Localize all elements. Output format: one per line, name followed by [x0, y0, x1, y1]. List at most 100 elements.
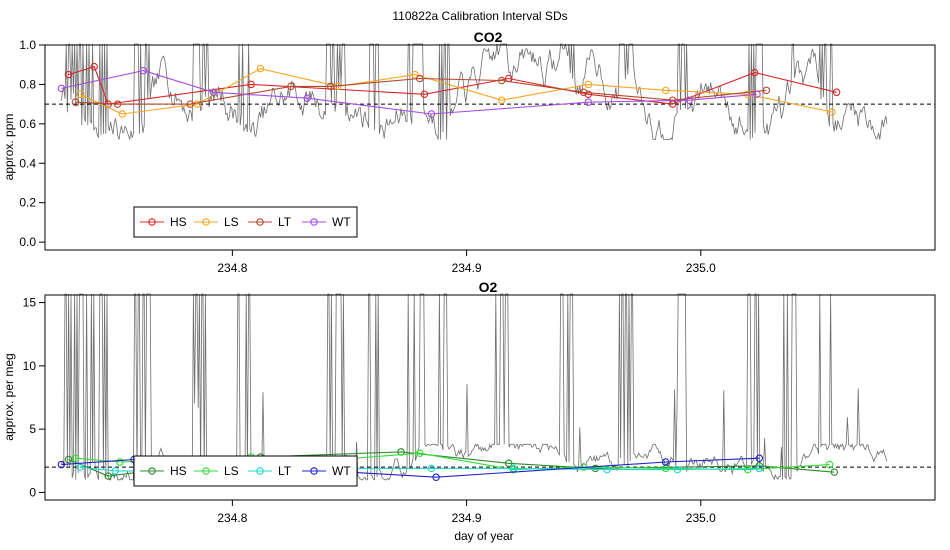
- o2-series-hs-point: [64, 455, 73, 464]
- o2-series-wt-line: [61, 457, 760, 478]
- co2-legend-ls-marker: [202, 218, 210, 226]
- o2-y-axis-label: approx. per meg: [2, 353, 16, 440]
- co2-series-ls-point: [411, 70, 419, 79]
- co2-trace-line: [61, 43, 888, 141]
- o2-plot-frame: [44, 294, 936, 501]
- co2-series-wt-point: [139, 66, 148, 75]
- o2-series-lt-point: [111, 467, 120, 475]
- o2-series-hs-point: [591, 464, 600, 473]
- co2-series-lt-line: [75, 77, 767, 105]
- co2-series-wt-point: [57, 84, 66, 93]
- co2-legend-lt-marker: [256, 218, 264, 226]
- co2-series-lt-point: [287, 82, 295, 91]
- o2-ytick-label: 10: [23, 359, 37, 373]
- co2-series-ls-point: [193, 100, 201, 108]
- co2-series-lt-point: [113, 100, 122, 108]
- o2-legend: HS LS LT WT: [133, 455, 358, 487]
- o2-ytick-label: 5: [29, 422, 36, 436]
- co2-series-ls-point: [828, 108, 836, 116]
- co2-axis-ticks: 0.0 0.2 0.4 0.6 0.8 1.0 234.8 234.9 235.0: [19, 38, 716, 275]
- co2-series-lt-point: [71, 98, 80, 106]
- co2-xtick-label: 234.8: [217, 261, 247, 275]
- co2-series-wt-point: [584, 98, 593, 106]
- o2-xtick-label: 234.8: [217, 511, 247, 525]
- co2-legend-lt-label: LT: [278, 215, 292, 229]
- o2-legend-lt-label: LT: [278, 464, 292, 478]
- o2-series-hs-point: [830, 468, 839, 476]
- o2-legend-wt-label: WT: [332, 464, 351, 478]
- o2-xtick-label: 235.0: [686, 511, 716, 525]
- co2-series-lt-point: [579, 88, 588, 97]
- o2-series-ls-point: [743, 465, 752, 474]
- co2-series-hs-point: [64, 70, 73, 79]
- co2-series-lt-point: [326, 82, 335, 91]
- figure-title: 110822a Calibration Interval SDs: [392, 9, 567, 23]
- co2-series-ls-point: [256, 64, 265, 73]
- co2-series-ls-line: [79, 68, 833, 115]
- co2-legend-wt-marker: [310, 218, 318, 226]
- o2-xtick-label: 234.9: [452, 511, 482, 525]
- o2-series-wt-point: [755, 454, 764, 462]
- o2-series-ls-point: [825, 460, 834, 469]
- o2-axis-ticks: 0 5 10 15 234.8 234.9 235.0: [23, 296, 716, 525]
- o2-ytick-label: 0: [29, 485, 36, 499]
- o2-series-wt-point: [432, 473, 440, 481]
- co2-series-lt-point: [186, 100, 194, 108]
- co2-series-lt-point: [415, 74, 424, 83]
- o2-series-lt-point: [76, 463, 84, 471]
- co2-series-hs-point: [750, 68, 759, 77]
- co2-series-lt-point: [497, 76, 506, 85]
- co2-legend-wt-label: WT: [332, 215, 351, 229]
- o2-series-hs-point: [504, 459, 513, 468]
- o2-raw-trace: [61, 293, 888, 482]
- co2-legend-hs-marker: [148, 218, 156, 226]
- o2-trace-line: [61, 293, 888, 482]
- co2-legend-hs-label: HS: [170, 215, 187, 229]
- o2-legend-ls-label: LS: [224, 464, 239, 478]
- o2-series-ls-point: [71, 454, 80, 462]
- o2-legend-hs-label: HS: [170, 464, 187, 478]
- o2-panel: O2 approx. per meg day of year 0 5 10 15 234…: [2, 279, 936, 543]
- co2-y-axis-label: approx. ppm: [2, 114, 16, 181]
- co2-ytick-label: 0.4: [19, 156, 36, 170]
- co2-series-wt-point: [209, 88, 218, 97]
- co2-series-lt-point: [762, 86, 771, 95]
- o2-series-lt-point: [673, 465, 682, 474]
- co2-ytick-label: 0.0: [19, 235, 36, 249]
- co2-series-wt-point: [303, 94, 312, 102]
- co2-ytick-label: 1.0: [19, 38, 36, 52]
- co2-series-hs-point: [832, 88, 841, 97]
- co2-series-layer: [57, 62, 841, 118]
- co2-series-ls-point: [661, 86, 670, 95]
- co2-series-ls-point: [497, 96, 506, 104]
- o2-legend-ls-marker: [202, 467, 210, 475]
- o2-title: O2: [479, 279, 498, 295]
- co2-series-hs-point: [420, 90, 429, 99]
- co2-plot-frame: [44, 44, 936, 251]
- co2-series-wt-point: [685, 96, 693, 104]
- co2-series-hs-line: [68, 66, 837, 105]
- o2-series-lt-point: [427, 464, 436, 473]
- co2-legend-ls-label: LS: [224, 215, 239, 229]
- co2-series-ls-point: [584, 80, 593, 89]
- co2-series-ls-point: [76, 90, 84, 99]
- co2-series-ls-point: [118, 110, 127, 118]
- co2-series-ls-point: [743, 90, 752, 99]
- co2-xtick-label: 235.0: [686, 261, 716, 275]
- co2-panel: CO2 approx. ppm 0.0 0.2 0.4 0.6 0.8 1.0 234.8 2…: [2, 29, 936, 275]
- o2-series-lt-point: [755, 464, 764, 473]
- o2-series-wt-point: [661, 458, 670, 466]
- o2-series-hs-point: [104, 472, 112, 480]
- o2-series-wt-point: [57, 460, 66, 469]
- co2-series-wt-point: [427, 110, 436, 118]
- o2-legend-lt-marker: [256, 467, 264, 475]
- co2-ytick-label: 0.2: [19, 196, 36, 210]
- co2-ytick-label: 0.6: [19, 117, 36, 131]
- o2-series-ls-point: [415, 449, 424, 457]
- co2-raw-trace: [61, 43, 888, 141]
- o2-series-ls-point: [116, 458, 124, 466]
- co2-series-hs-point: [584, 90, 593, 99]
- co2-ytick-label: 0.8: [19, 77, 36, 91]
- co2-xtick-label: 234.9: [452, 261, 482, 275]
